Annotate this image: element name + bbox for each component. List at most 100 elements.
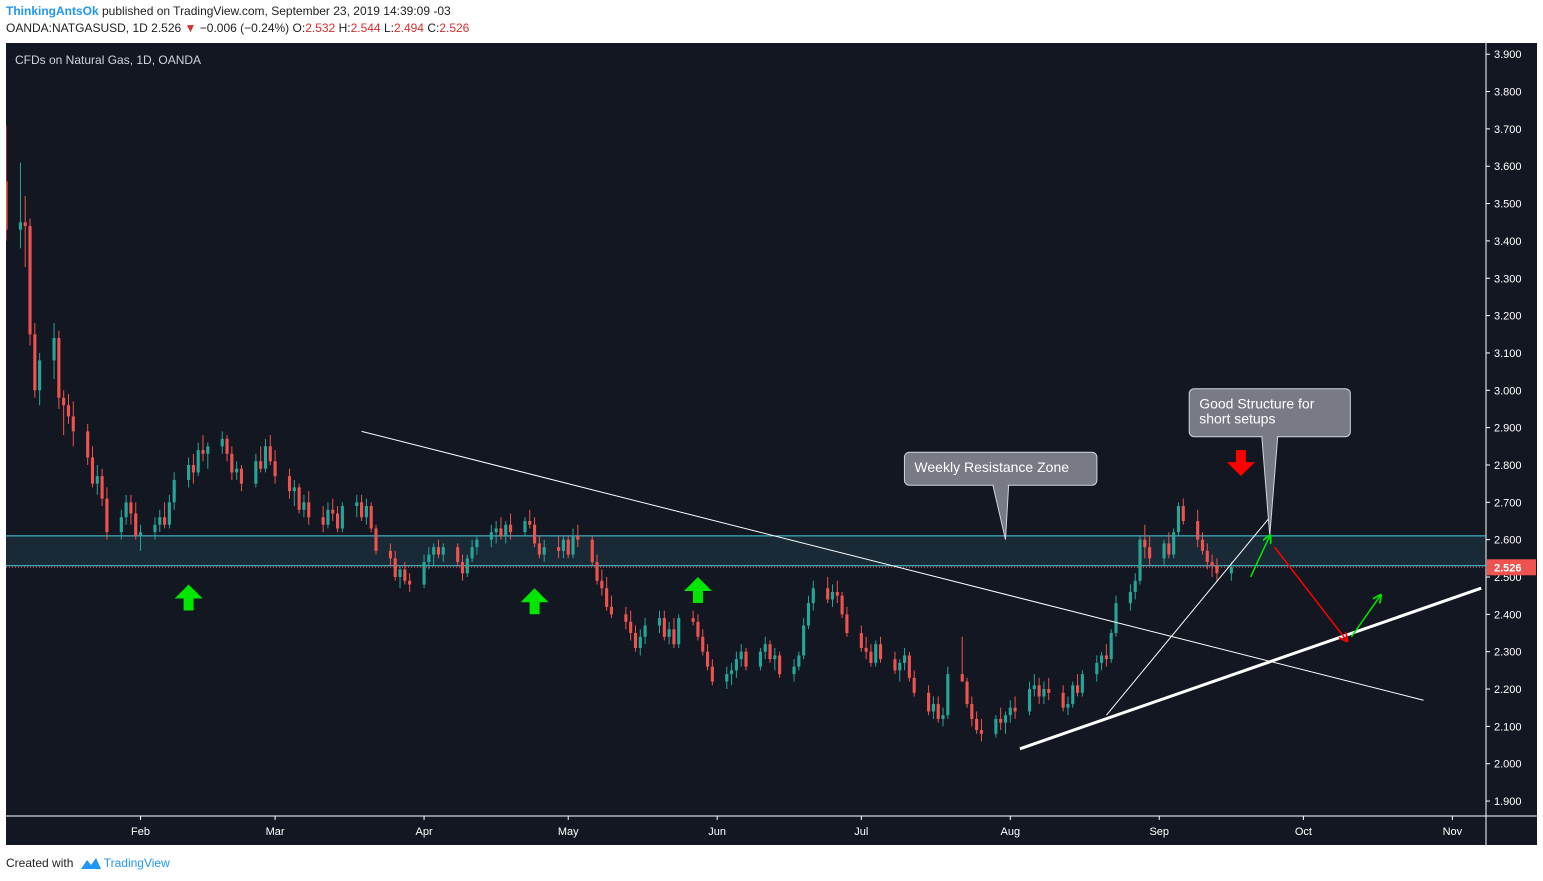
tradingview-brand[interactable]: TradingView xyxy=(103,856,170,870)
candle-body xyxy=(571,535,575,555)
candle-body xyxy=(1138,539,1142,581)
projection-up-2 xyxy=(1350,596,1380,638)
candle xyxy=(638,629,642,656)
candle xyxy=(489,524,493,548)
candle xyxy=(826,577,830,604)
candle-body xyxy=(1181,506,1185,521)
weekly-resistance-callout: Weekly Resistance Zone xyxy=(903,451,1098,540)
candle-body xyxy=(494,528,498,533)
candle xyxy=(1037,677,1041,704)
candle xyxy=(903,647,907,671)
candle-body xyxy=(470,547,474,559)
y-tick-label: 2.800 xyxy=(1494,460,1522,472)
created-with-text: Created with xyxy=(6,856,74,870)
candle xyxy=(1114,595,1118,637)
candle xyxy=(124,494,128,525)
candle-body xyxy=(307,502,311,518)
candle-body xyxy=(874,644,878,663)
author-link[interactable]: ThinkingAntsOk xyxy=(6,4,99,18)
candle-body xyxy=(388,550,392,559)
candle xyxy=(561,535,565,559)
candle-body xyxy=(528,520,532,525)
low-label: L: xyxy=(383,21,394,35)
candle-body xyxy=(912,677,916,693)
candle xyxy=(90,446,95,488)
candle-body xyxy=(927,692,931,712)
candle-body xyxy=(878,644,883,660)
candle xyxy=(1172,528,1176,559)
candle-body xyxy=(465,558,469,574)
candle-body xyxy=(432,547,436,555)
candle xyxy=(287,468,292,499)
candle-body xyxy=(1200,539,1205,551)
price-chart[interactable]: CFDs on Natural Gas, 1D, OANDA 3.900 3.800… xyxy=(4,43,1537,845)
candle-body xyxy=(33,334,37,391)
candle xyxy=(672,618,676,648)
candle xyxy=(1013,696,1017,719)
chart-container[interactable]: CFDs on Natural Gas, 1D, OANDA 3.900 3.800… xyxy=(4,43,1537,845)
candle xyxy=(528,509,532,529)
candle-body xyxy=(975,718,979,731)
candle xyxy=(432,543,436,566)
candle-body xyxy=(4,181,8,230)
candle-body xyxy=(710,666,714,682)
candle xyxy=(1008,700,1012,723)
candle-body xyxy=(797,655,801,667)
candle xyxy=(533,517,537,548)
candle xyxy=(187,457,191,488)
candle xyxy=(494,520,498,544)
candle xyxy=(465,554,469,578)
candle-body xyxy=(778,655,782,675)
candle-body xyxy=(730,670,734,675)
candle xyxy=(1148,535,1152,566)
y-tick-label: 3.800 xyxy=(1494,87,1522,99)
candle-body xyxy=(499,528,503,536)
candle-body xyxy=(1104,655,1108,660)
x-tick-label: Aug xyxy=(1000,826,1020,838)
candle-body xyxy=(340,506,344,529)
candle-body xyxy=(331,509,335,514)
candle-body xyxy=(691,618,695,622)
candle xyxy=(374,524,378,555)
candle-body xyxy=(576,535,580,540)
candle xyxy=(398,565,402,589)
candle-body xyxy=(835,591,839,596)
candle-body xyxy=(153,524,157,533)
candle-body xyxy=(1196,520,1200,540)
candle xyxy=(66,394,71,424)
candle-body xyxy=(999,718,1003,723)
y-tick-label: 3.200 xyxy=(1494,311,1522,323)
candle xyxy=(23,196,27,268)
candle xyxy=(931,696,935,719)
candle xyxy=(167,494,171,529)
candle-body xyxy=(605,588,609,607)
candle xyxy=(994,715,998,738)
candle-body xyxy=(364,506,368,518)
candle xyxy=(1080,670,1084,697)
candle xyxy=(696,614,700,641)
candle-body xyxy=(230,453,234,473)
candle xyxy=(259,446,263,473)
candle-body xyxy=(1167,543,1171,555)
candle-body xyxy=(840,595,844,615)
candle-body xyxy=(744,651,748,667)
candle-body xyxy=(1075,685,1080,693)
candle xyxy=(369,502,373,533)
down-triangle-icon: ▼ xyxy=(184,21,197,35)
candle xyxy=(196,442,200,477)
candle xyxy=(1095,655,1099,682)
candle xyxy=(605,577,609,611)
candle-body xyxy=(239,468,244,484)
candle xyxy=(1109,629,1113,663)
candle xyxy=(307,491,311,525)
price-axis xyxy=(1486,43,1537,816)
candle xyxy=(1066,696,1070,716)
candle-body xyxy=(1061,692,1065,708)
symbol-info: OANDA:NATGASUSD, 1D 2.526 ▼ −0.006 (−0.2… xyxy=(6,21,469,35)
candle xyxy=(1104,644,1108,667)
up-arrow-1 xyxy=(174,584,203,611)
candle-body xyxy=(561,539,565,551)
candle xyxy=(845,606,849,637)
candle-body xyxy=(643,625,647,637)
